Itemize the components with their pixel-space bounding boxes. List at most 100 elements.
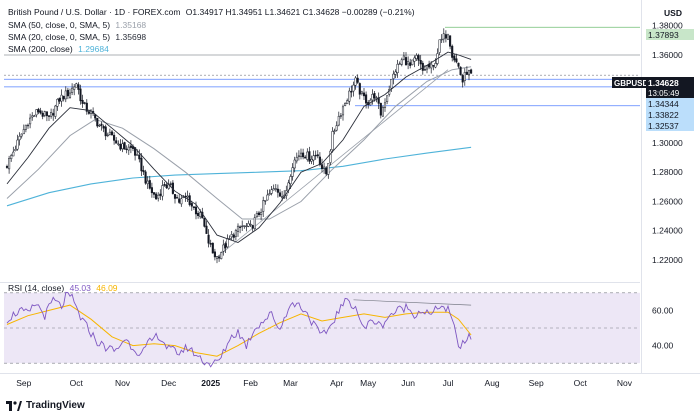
candle [20, 133, 23, 139]
sma20-legend[interactable]: SMA (20, close, 0, SMA, 5) 1.35698 [8, 31, 146, 43]
candle [226, 234, 229, 249]
candle-body [386, 95, 389, 102]
candle-body [54, 105, 57, 117]
candle-body [29, 117, 32, 125]
candle-body [260, 211, 263, 215]
candle-body [87, 111, 90, 114]
candle-body [157, 194, 160, 199]
candle [249, 220, 252, 227]
candle [129, 140, 132, 154]
candle [144, 169, 147, 185]
candle-body [155, 193, 158, 200]
candle-body [125, 148, 128, 151]
candle [335, 121, 338, 132]
candle [436, 48, 439, 66]
candle-body [291, 167, 294, 177]
candle [5, 164, 9, 169]
candle [379, 102, 382, 119]
candle-body [20, 133, 23, 137]
candle [75, 82, 78, 88]
candle-body [243, 225, 246, 227]
candle-body [226, 238, 229, 248]
tradingview-branding[interactable]: TradingView [6, 400, 85, 411]
candle-body [12, 151, 15, 157]
sma20-path [6, 51, 472, 244]
candle-body [108, 131, 111, 135]
price-tick-label: 1.38000 [652, 21, 683, 31]
candle-body [331, 131, 334, 151]
candle [31, 112, 34, 121]
candle [289, 174, 292, 189]
candle [400, 57, 403, 67]
candle-body [117, 143, 120, 145]
candle-body [43, 111, 46, 116]
candle-body [402, 55, 405, 60]
candle [438, 39, 441, 56]
candle [348, 87, 351, 106]
candle [102, 124, 105, 133]
candle [16, 134, 19, 151]
month-tick-label: Apr [330, 378, 343, 388]
candle-body [16, 139, 19, 150]
candle-body [438, 39, 441, 53]
candle [276, 184, 279, 198]
candle-body [127, 146, 130, 151]
candle-body [50, 111, 53, 117]
candle [190, 200, 193, 211]
rsi-tick-label: 60.00 [652, 305, 674, 315]
candle [45, 111, 48, 122]
candle-body [159, 193, 162, 196]
candle-body [140, 157, 143, 172]
sma200-legend[interactable]: SMA (200, close) 1.29684 [8, 43, 109, 55]
rsi-legend[interactable]: RSI (14, close) 45.03 46.09 [8, 283, 118, 293]
candle [108, 128, 111, 136]
candle [278, 189, 282, 197]
candle-body [453, 55, 456, 61]
candle-body [304, 156, 307, 159]
candle-body [396, 63, 399, 73]
candle [299, 148, 303, 160]
candle-body [194, 206, 198, 215]
candle [37, 107, 40, 115]
candle [245, 222, 248, 232]
candle-body [234, 230, 237, 237]
candle-body [463, 72, 466, 81]
candle [180, 195, 183, 207]
sma200-legend-value: 1.29684 [78, 44, 109, 54]
current-price-label: 1.34628 13:05:49 [646, 77, 694, 99]
candle [417, 53, 420, 66]
candle-body [337, 116, 340, 126]
sma200-path [6, 146, 472, 207]
candle [404, 52, 408, 66]
candle-body [96, 117, 99, 127]
rsi-tick-label: 40.00 [652, 341, 674, 351]
candle-body [358, 83, 361, 95]
candle-body [211, 242, 214, 254]
rsi-path [6, 291, 472, 368]
candle [337, 111, 340, 127]
candle [211, 242, 214, 254]
support-trendline [216, 69, 449, 258]
sma50-line [6, 66, 472, 220]
candle-body [308, 151, 311, 162]
candle [10, 153, 13, 162]
candle [115, 137, 118, 144]
candle-body [465, 71, 468, 75]
candle [41, 110, 44, 120]
candle-body [102, 126, 105, 129]
candle [68, 88, 72, 99]
candle-body [289, 176, 292, 185]
candle-body [41, 112, 44, 117]
sma50-legend[interactable]: SMA (50, close, 0, SMA, 5) 1.35168 [8, 19, 146, 31]
support-trendline-path [216, 69, 449, 258]
candle [455, 53, 458, 64]
candle-body [371, 94, 374, 101]
candle-body [241, 225, 244, 228]
currency-label[interactable]: USD [664, 8, 682, 18]
candle [104, 124, 107, 141]
sma50-legend-value: 1.35168 [115, 20, 147, 30]
candle [257, 210, 261, 218]
candle [459, 66, 462, 76]
candle [365, 91, 368, 109]
